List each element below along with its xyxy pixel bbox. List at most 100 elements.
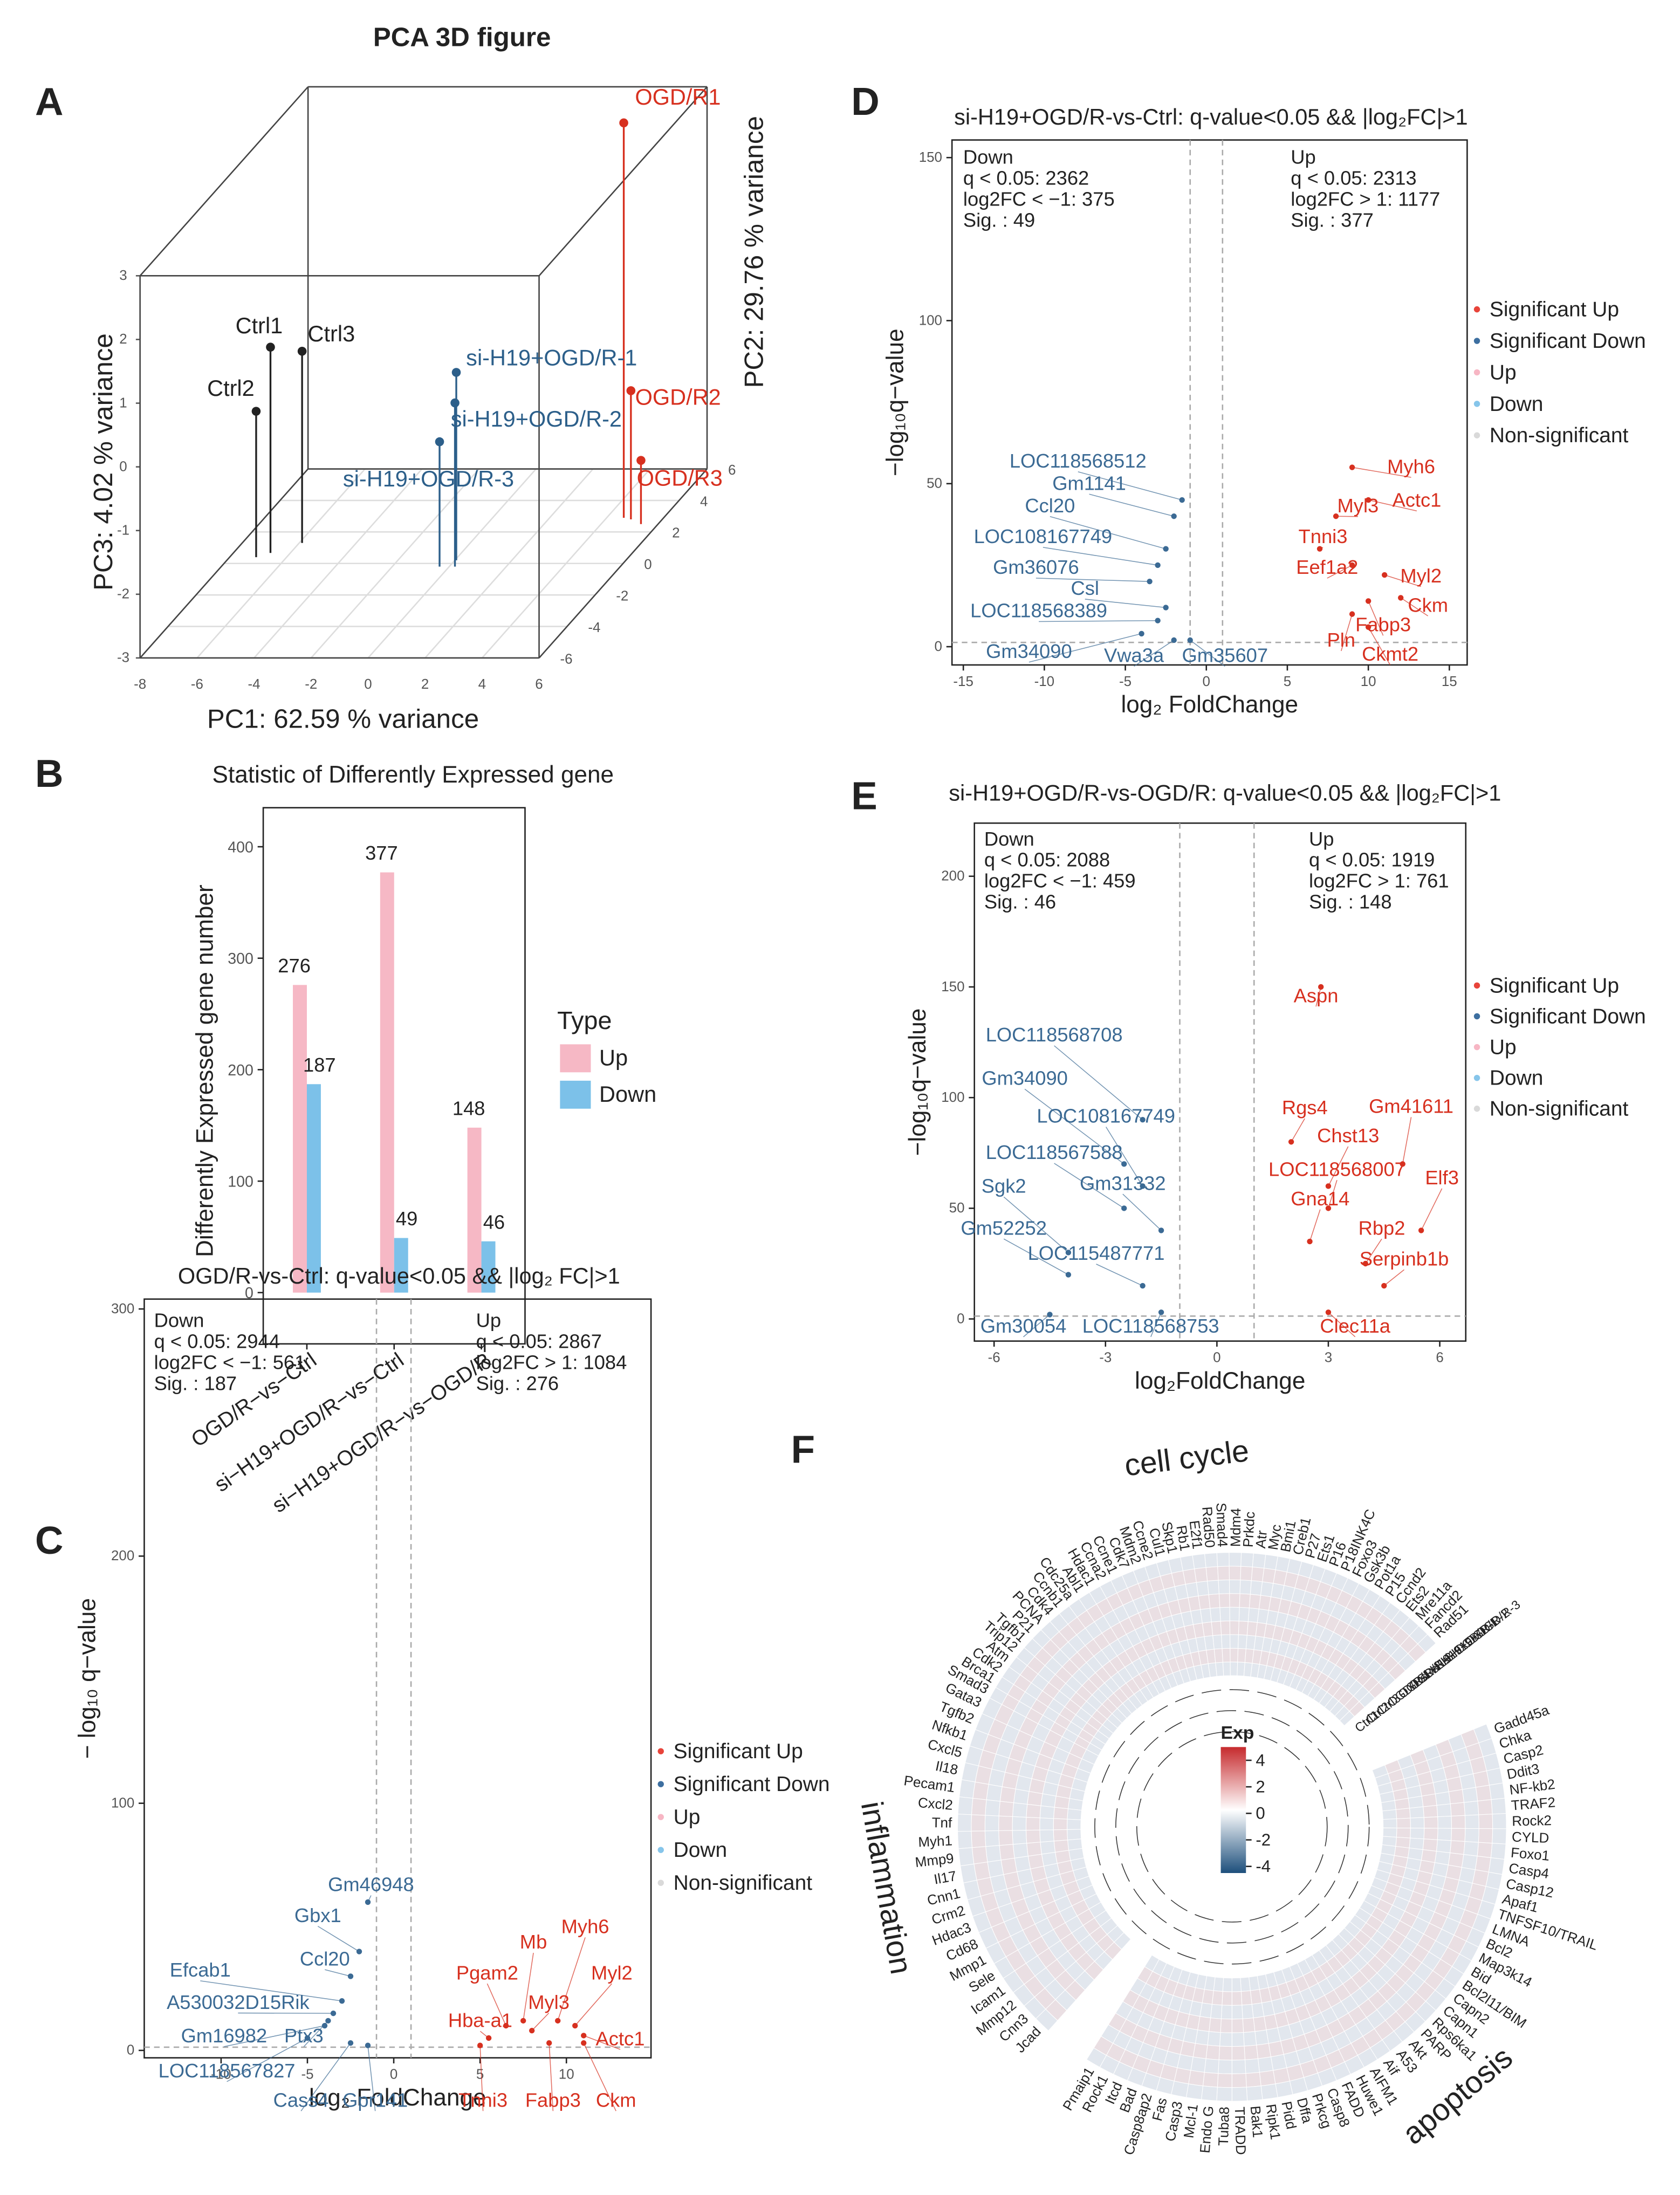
heatmap-cell [1027,1791,1043,1806]
box-edge [139,86,309,277]
gene-label: Atr [1253,1529,1270,1549]
heatmap-cell [1039,1829,1054,1843]
heatmap-cell [971,1798,987,1816]
y-tick-label: 0 [935,639,942,654]
leader-line [531,2013,550,2031]
gene-point [1398,595,1404,601]
y-tick-label: 150 [919,150,942,165]
gene-point [1365,598,1372,604]
gene-label: Clec11a [1320,1315,1390,1337]
heatmap-cell [1185,2083,1203,2100]
heatmap-cell [1207,2031,1221,2047]
y-tick-label: 2 [672,526,680,541]
heatmap-cell [999,1786,1016,1803]
gene-point [529,2028,535,2034]
x-tick-label: -6 [191,677,203,692]
y-tick-label: 0 [127,2043,134,2058]
x-tick-label: 10 [1361,674,1376,689]
heatmap-cell [1210,1607,1221,1622]
heatmap-cell [1053,1829,1068,1842]
legend-label: Non-significant [1490,1098,1629,1121]
gene-label: Fabp3 [1355,614,1411,636]
legend-dot [1473,432,1480,438]
x-tick-label: 0 [1203,674,1210,689]
heatmap-cell [1053,1818,1068,1830]
bar [293,985,307,1293]
heatmap-cell [1003,1970,1025,1993]
heatmap-cell [1231,2018,1244,2033]
heatmap-cell [1202,1621,1213,1637]
gene-label: A530032D15Rik [167,1991,310,2013]
heatmap-cell [1221,1634,1231,1649]
heatmap-cell [1219,2032,1232,2047]
leader-line [1341,614,1353,651]
heatmap-cell [1423,1828,1438,1840]
x-tick-label: -10 [1034,674,1055,689]
gene-point [1400,1161,1405,1167]
heatmap-cell [1492,1813,1507,1829]
gene-label: Chst13 [1317,1124,1379,1147]
gene-label: CYLD [1512,1830,1549,1846]
legend-dot [1473,982,1480,989]
gene-label: Myl3 [528,1991,570,2013]
x-tick-label: 3 [1325,1350,1332,1366]
heatmap-cell [1025,1829,1041,1844]
heatmap-cell [1463,1800,1479,1816]
heatmap-cell [1478,1828,1493,1844]
x-tick-label: -5 [1119,674,1132,689]
leader-line [1003,1196,1069,1253]
y-tick-label: 0 [644,557,652,572]
gene-point [1318,984,1324,990]
heatmap-cell [1396,1827,1411,1839]
heatmap-cell [1421,1793,1437,1807]
point-label: si-H19+OGD/R-1 [466,345,637,371]
y-tick-label: 100 [228,1173,253,1190]
leader-line [1054,1045,1143,1120]
legend-dot [1473,1074,1480,1081]
leader-line [1024,1088,1124,1164]
x-tick-label: 15 [1442,674,1457,689]
heatmap-cell [1053,1807,1068,1820]
leader-line [1365,1238,1382,1264]
plot-frame [973,822,1467,1342]
chart-title: si-H19+OGD/R-vs-Ctrl: q-value<0.05 && |l… [954,104,1468,129]
legend-dot [657,1847,664,1853]
gene-label: Csl [1071,577,1099,599]
point [251,407,261,416]
heatmap-cell [1488,1857,1505,1875]
heatmap-cell [1229,1593,1240,1608]
gene-point [1163,546,1169,552]
gene-point [339,1998,345,2004]
z-tick-label: -3 [117,650,129,666]
heatmap-cell [1486,1767,1504,1786]
heatmap-cell [1039,1805,1055,1819]
dendrogram-arc [1115,1710,1349,1944]
point [626,386,636,395]
gene-label: Pgam2 [456,1961,518,1984]
y-tick-label: 0 [245,1285,253,1302]
y-tick-label: -2 [616,589,628,604]
gene-point [572,2022,578,2029]
heatmap-cell [982,1697,1003,1720]
x-tick-label: -15 [953,674,973,689]
y-tick-label: 200 [941,869,964,884]
colorbar [1220,1747,1246,1873]
legend-label: Non-significant [1490,424,1629,447]
y-tick-label: 100 [941,1090,964,1105]
bar [481,1241,496,1293]
heatmap-cell [1012,1830,1027,1845]
heatmap-cell [1242,2018,1256,2033]
bar [380,872,394,1293]
heatmap-cell [971,1830,986,1848]
leader-line [303,2020,328,2047]
gene-label: Tnni3 [1299,525,1348,547]
gene-point [330,2010,337,2016]
heatmap-cell [1409,1837,1424,1850]
gene-label: Aspn [1294,984,1339,1006]
gene-label: Myl2 [591,1961,633,1984]
heatmap-cell [1240,1566,1253,1581]
colorbar-tick-label: 4 [1256,1751,1265,1769]
leader-line [1036,578,1150,582]
summary-text: log2FC < −1: 459 [984,870,1136,892]
leader-line [583,2035,621,2050]
